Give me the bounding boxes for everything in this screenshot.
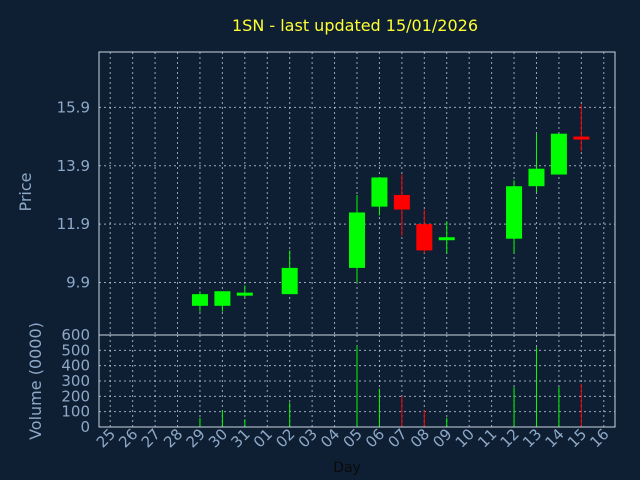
price-tick-label: 15.9 xyxy=(57,98,90,116)
candles xyxy=(191,104,590,312)
x-tick-label: 16 xyxy=(586,425,612,451)
candle-body xyxy=(393,194,410,210)
candle-body xyxy=(281,267,298,295)
volume-tick-label: 300 xyxy=(61,372,90,390)
price-axis-label: Price xyxy=(16,172,35,211)
candle-body xyxy=(416,224,433,251)
candle-body xyxy=(236,292,253,296)
x-ticks: 2526272829303101020304050607080910111213… xyxy=(93,425,613,451)
volume-panel-frame xyxy=(98,334,616,428)
price-tick-label: 9.9 xyxy=(66,273,90,291)
candle-body xyxy=(506,186,523,239)
volume-tick-label: 100 xyxy=(61,403,90,421)
x-axis-label: Day xyxy=(333,460,361,476)
volume-tick-label: 0 xyxy=(80,418,90,436)
volume-tick-label: 400 xyxy=(61,357,90,375)
candle-body xyxy=(214,291,231,306)
candle-body xyxy=(191,294,208,306)
candle-body xyxy=(528,168,545,187)
price-tick-label: 13.9 xyxy=(57,157,90,175)
volume-tick-label: 600 xyxy=(61,326,90,344)
price-y-ticks: 9.9 11.9 13.9 15.9 xyxy=(57,98,90,291)
chart-title: 1SN - last updated 15/01/2026 xyxy=(232,16,478,35)
volume-tick-label: 200 xyxy=(61,387,90,405)
candle-body xyxy=(550,133,567,175)
candle-body xyxy=(438,237,455,241)
candle-body xyxy=(573,136,590,140)
price-tick-label: 11.9 xyxy=(57,215,90,233)
candle-body xyxy=(371,177,388,207)
candle-body xyxy=(349,212,365,268)
volume-bars xyxy=(199,345,582,427)
price-grid xyxy=(99,52,615,335)
volume-axis-label: Volume (0000) xyxy=(26,322,45,440)
volume-tick-label: 500 xyxy=(61,341,90,359)
